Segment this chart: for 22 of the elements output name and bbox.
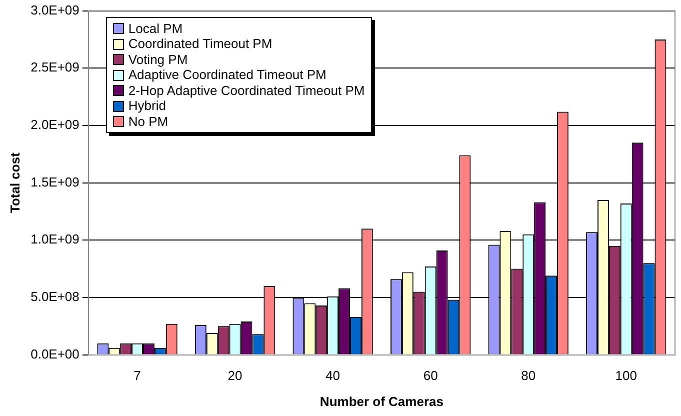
y-tick-label: 1.5E+09: [30, 174, 80, 190]
y-axis-title: Total cost: [7, 152, 22, 214]
y-tick-label: 1.0E+09: [30, 232, 80, 247]
legend-label: Local PM: [128, 20, 183, 36]
x-tick-label: 100: [615, 368, 637, 384]
legend-label: No PM: [128, 114, 168, 130]
y-tick-label: 5.0E+08: [30, 289, 80, 304]
legend-label: Coordinated Timeout PM: [128, 36, 272, 52]
legend-label: Hybrid: [128, 98, 166, 114]
x-tick-label: 60: [423, 368, 438, 384]
y-tick-label: 2.5E+09: [30, 60, 80, 75]
x-tick-label: 7: [134, 368, 141, 384]
x-axis-title: Number of Cameras: [320, 394, 444, 409]
x-tick-label: 80: [521, 368, 536, 384]
y-tick-label: 2.0E+09: [30, 117, 80, 132]
legend-label: Adaptive Coordinated Timeout PM: [128, 67, 326, 83]
x-tick-label: 40: [326, 368, 340, 384]
legend-label: 2-Hop Adaptive Coordinated Timeout PM: [128, 82, 365, 98]
legend-label: Voting PM: [128, 52, 188, 68]
y-tick-label: 3.0E+09: [30, 2, 80, 18]
x-tick-label: 20: [228, 368, 242, 384]
y-tick-label: 0.0E+00: [30, 346, 80, 362]
